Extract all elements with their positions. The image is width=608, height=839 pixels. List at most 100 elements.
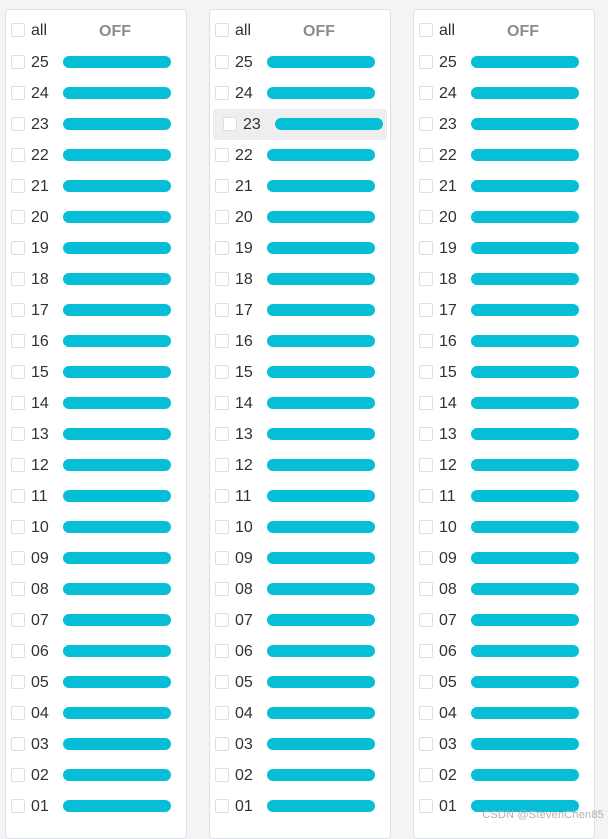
channel-row[interactable]: 23 [6,109,186,140]
channel-row[interactable]: 24 [414,78,594,109]
channel-bar[interactable] [471,769,579,781]
channel-row[interactable]: 19 [414,233,594,264]
channel-checkbox[interactable] [11,55,25,69]
channel-row[interactable]: 05 [414,667,594,698]
channel-row[interactable]: 19 [210,233,390,264]
channel-row[interactable]: 06 [414,636,594,667]
channel-checkbox[interactable] [419,489,433,503]
channel-bar[interactable] [471,800,579,812]
channel-bar[interactable] [471,180,579,192]
channel-checkbox[interactable] [11,551,25,565]
channel-bar[interactable] [267,707,375,719]
channel-row[interactable]: 21 [210,171,390,202]
channel-bar[interactable] [63,87,171,99]
channel-row[interactable]: 12 [210,450,390,481]
channel-bar[interactable] [63,242,171,254]
channel-checkbox[interactable] [215,489,229,503]
channel-row[interactable]: 21 [414,171,594,202]
channel-bar[interactable] [267,87,375,99]
channel-checkbox[interactable] [11,396,25,410]
channel-row[interactable]: 08 [6,574,186,605]
channel-checkbox[interactable] [215,55,229,69]
channel-row[interactable]: 20 [210,202,390,233]
channel-row[interactable]: 15 [210,357,390,388]
channel-bar[interactable] [267,149,375,161]
channel-checkbox[interactable] [215,644,229,658]
channel-bar[interactable] [267,211,375,223]
channel-row[interactable]: 08 [210,574,390,605]
channel-checkbox[interactable] [11,427,25,441]
channel-row[interactable]: 18 [6,264,186,295]
channel-row[interactable]: 02 [6,760,186,791]
channel-row[interactable]: 12 [414,450,594,481]
channel-checkbox[interactable] [419,241,433,255]
channel-bar[interactable] [63,428,171,440]
channel-bar[interactable] [267,397,375,409]
channel-row[interactable]: 23 [414,109,594,140]
channel-bar[interactable] [63,397,171,409]
channel-checkbox[interactable] [215,706,229,720]
channel-bar[interactable] [63,707,171,719]
channel-row[interactable]: 07 [6,605,186,636]
channel-row[interactable]: 03 [414,729,594,760]
channel-checkbox[interactable] [11,148,25,162]
channel-checkbox[interactable] [215,799,229,813]
channel-row[interactable]: 03 [210,729,390,760]
select-all-checkbox[interactable] [11,23,25,37]
toggle-off-button[interactable]: OFF [99,23,131,40]
channel-row[interactable]: 23 [213,109,387,140]
channel-row[interactable]: 24 [210,78,390,109]
channel-bar[interactable] [471,521,579,533]
channel-row[interactable]: 18 [210,264,390,295]
channel-bar[interactable] [63,366,171,378]
channel-checkbox[interactable] [215,582,229,596]
channel-row[interactable]: 04 [414,698,594,729]
channel-row[interactable]: 10 [6,512,186,543]
channel-row[interactable]: 13 [6,419,186,450]
channel-row[interactable]: 01 [210,791,390,822]
channel-bar[interactable] [267,459,375,471]
channel-bar[interactable] [267,521,375,533]
channel-bar[interactable] [471,118,579,130]
channel-checkbox[interactable] [215,303,229,317]
channel-bar[interactable] [267,769,375,781]
channel-checkbox[interactable] [11,644,25,658]
channel-row[interactable]: 25 [210,47,390,78]
channel-checkbox[interactable] [11,737,25,751]
channel-bar[interactable] [471,707,579,719]
channel-row[interactable]: 09 [414,543,594,574]
channel-checkbox[interactable] [419,737,433,751]
channel-bar[interactable] [63,335,171,347]
channel-checkbox[interactable] [419,768,433,782]
channel-row[interactable]: 08 [414,574,594,605]
channel-bar[interactable] [267,645,375,657]
channel-row[interactable]: 17 [6,295,186,326]
channel-row[interactable]: 20 [414,202,594,233]
channel-row[interactable]: 12 [6,450,186,481]
channel-row[interactable]: 16 [210,326,390,357]
channel-row[interactable]: 22 [6,140,186,171]
channel-checkbox[interactable] [419,334,433,348]
channel-bar[interactable] [63,800,171,812]
channel-checkbox[interactable] [419,272,433,286]
channel-bar[interactable] [63,149,171,161]
channel-row[interactable]: 09 [6,543,186,574]
channel-row[interactable]: 14 [6,388,186,419]
channel-bar[interactable] [63,459,171,471]
channel-bar[interactable] [471,304,579,316]
channel-checkbox[interactable] [215,210,229,224]
channel-checkbox[interactable] [11,582,25,596]
channel-checkbox[interactable] [11,86,25,100]
channel-bar[interactable] [63,180,171,192]
channel-row[interactable]: 14 [210,388,390,419]
channel-bar[interactable] [471,583,579,595]
channel-bar[interactable] [267,583,375,595]
channel-row[interactable]: 17 [210,295,390,326]
channel-checkbox[interactable] [419,675,433,689]
channel-row[interactable]: 20 [6,202,186,233]
channel-bar[interactable] [267,335,375,347]
select-all-checkbox[interactable] [215,23,229,37]
channel-row[interactable]: 21 [6,171,186,202]
channel-bar[interactable] [63,521,171,533]
channel-checkbox[interactable] [419,55,433,69]
